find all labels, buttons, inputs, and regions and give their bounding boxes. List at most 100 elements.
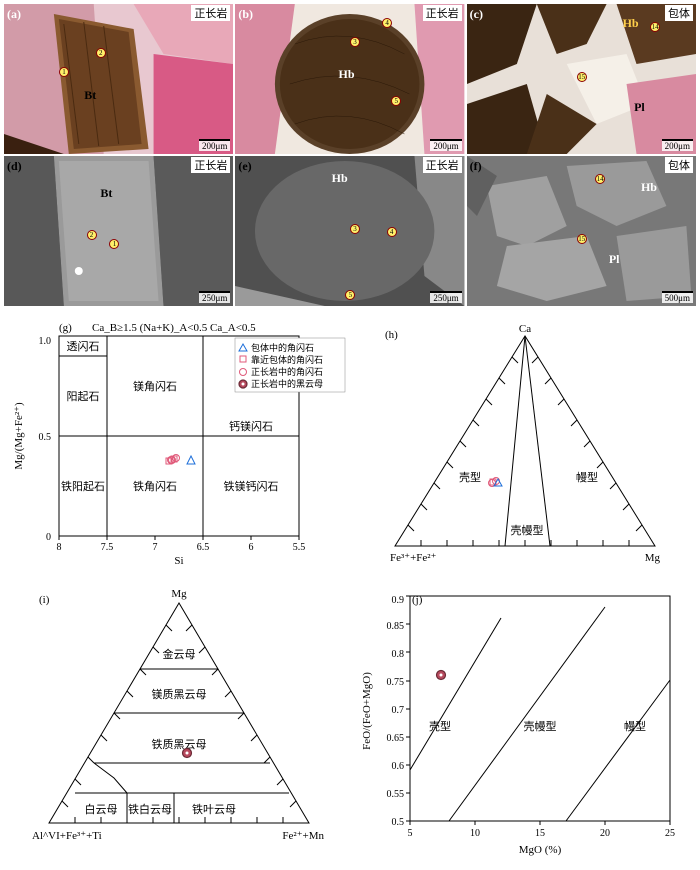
- panel-d-rock: 正长岩: [191, 157, 230, 173]
- panel-e-mineral: Hb: [332, 171, 348, 186]
- data-points: [166, 455, 195, 465]
- panel-f: (f) 包体 Hb Pl 14 15 500μm: [467, 156, 696, 306]
- data-point: [489, 478, 503, 487]
- scale-bar: 250μm: [430, 291, 461, 303]
- panel-e-label: (e): [238, 159, 251, 174]
- field-label: 铁叶云母: [192, 803, 236, 816]
- panel-f-rock: 包体: [665, 157, 693, 173]
- apex-right: Mg: [645, 552, 661, 564]
- panel-h-label: (h): [385, 329, 398, 341]
- svg-text:正长岩中的黑云母: 正长岩中的黑云母: [251, 378, 323, 389]
- field-label: 铁镁钙闪石: [224, 479, 279, 493]
- panel-a-mineral: Bt: [84, 88, 96, 103]
- svg-text:5.5: 5.5: [293, 542, 306, 553]
- panel-h: (h) 壳型 壳幔型 幔型: [350, 316, 696, 581]
- apex-top: Mg: [171, 588, 187, 600]
- svg-text:20: 20: [600, 828, 610, 839]
- panel-b-rock: 正长岩: [423, 5, 462, 21]
- svg-text:0.9: 0.9: [392, 595, 405, 606]
- apex-top: Ca: [519, 323, 531, 335]
- field-label: 钙镁闪石: [229, 419, 273, 433]
- panel-b: (b) 正长岩 Hb 3 4 5 200μm: [235, 4, 464, 154]
- svg-text:正长岩中的角闪石: 正长岩中的角闪石: [251, 366, 323, 377]
- field-label: 幔型: [624, 719, 646, 733]
- tri-ticks: [408, 357, 642, 546]
- panel-d-label: (d): [7, 159, 22, 174]
- panel-c-label: (c): [470, 7, 483, 22]
- marker: 1: [109, 239, 119, 249]
- field-label: 镁质黑云母: [152, 687, 207, 701]
- svg-text:0.75: 0.75: [387, 677, 405, 688]
- mineral-label: Pl: [609, 252, 620, 267]
- panel-e: (e) 正长岩 Hb 3 4 5 250μm: [235, 156, 464, 306]
- photo-row-1: (a) 正长岩 Bt 1 2 200μm (b) 正长岩: [4, 4, 696, 154]
- panel-d: (d) 正长岩 Bt 1 2 250μm: [4, 156, 233, 306]
- marker: 15: [577, 234, 587, 244]
- svg-text:0.85: 0.85: [387, 621, 405, 632]
- panel-i: (i) 金云母 镁质黑云母 铁质黑云母: [4, 581, 350, 866]
- svg-text:7.5: 7.5: [101, 542, 114, 553]
- mineral-label: Hb: [641, 180, 657, 195]
- field-label: 壳型: [429, 719, 451, 733]
- svg-text:1.0: 1.0: [39, 336, 52, 347]
- svg-text:0.65: 0.65: [387, 733, 405, 744]
- svg-text:0.55: 0.55: [387, 789, 405, 800]
- panel-f-label: (f): [470, 159, 482, 174]
- field-label: 阳起石: [67, 390, 100, 403]
- field-label: 镁角闪石: [133, 379, 177, 393]
- svg-text:15: 15: [535, 828, 545, 839]
- field-label: 金云母: [163, 647, 196, 661]
- figure-container: (a) 正长岩 Bt 1 2 200μm (b) 正长岩: [0, 0, 700, 870]
- panel-c-rock: 包体: [665, 5, 693, 21]
- apex-right: Fe²⁺+Mn: [282, 830, 324, 842]
- panel-g-header: Ca_B≥1.5 (Na+K)_A<0.5 Ca_A<0.5: [92, 322, 256, 334]
- panel-c: (c) 包体 Hb Pl 14 15 200μm: [467, 4, 696, 154]
- apex-left: Fe³⁺+Fe²⁺: [390, 552, 437, 564]
- apex-left: Al^VI+Fe³⁺+Ti: [32, 830, 102, 842]
- svg-text:8: 8: [57, 542, 62, 553]
- field-label: 白云母: [85, 802, 118, 816]
- svg-text:5: 5: [408, 828, 413, 839]
- scale-bar: 250μm: [199, 291, 230, 303]
- marker: 1: [59, 67, 69, 77]
- panel-d-image: [4, 156, 233, 306]
- marker: 3: [350, 224, 360, 234]
- field-label: 铁角闪石: [133, 479, 177, 493]
- panel-j: (j) 壳型 壳幔型 幔型 5 10 15: [350, 581, 696, 866]
- photo-row-2: (d) 正长岩 Bt 1 2 250μm (e) 正长岩 Hb 3 4 5 25…: [4, 156, 696, 306]
- panel-f-image: [467, 156, 696, 306]
- field-label: 壳幔型: [511, 523, 544, 537]
- svg-text:10: 10: [470, 828, 480, 839]
- chart-i-svg: (i) 金云母 镁质黑云母 铁质黑云母: [4, 581, 349, 861]
- panel-a-label: (a): [7, 7, 21, 22]
- svg-text:0: 0: [46, 532, 51, 543]
- panel-b-mineral: Hb: [339, 67, 355, 82]
- panel-d-mineral: Bt: [100, 186, 112, 201]
- marker: 2: [87, 230, 97, 240]
- svg-text:0.5: 0.5: [392, 817, 405, 828]
- field-label: 铁质黑云母: [152, 738, 207, 751]
- scale-bar: 200μm: [662, 139, 693, 151]
- panel-e-rock: 正长岩: [423, 157, 462, 173]
- svg-text:0.8: 0.8: [392, 649, 405, 660]
- chart-j-svg: (j) 壳型 壳幔型 幔型 5 10 15: [350, 581, 695, 861]
- x-axis-label: MgO (%): [519, 844, 562, 856]
- scale-bar: 200μm: [430, 139, 461, 151]
- field-label: 透闪石: [67, 339, 100, 353]
- y-axis-label: Mg/(Mg+Fe²⁺): [13, 402, 25, 470]
- marker: 14: [595, 174, 605, 184]
- mineral-label: Pl: [634, 100, 645, 115]
- chart-row-2: (i) 金云母 镁质黑云母 铁质黑云母: [4, 581, 696, 866]
- scale-bar: 200μm: [199, 139, 230, 151]
- marker: 5: [391, 96, 401, 106]
- panel-g-label: (g): [59, 322, 72, 334]
- panel-b-label: (b): [238, 7, 253, 22]
- field-label: 壳型: [459, 470, 481, 484]
- svg-text:靠近包体的角闪石: 靠近包体的角闪石: [251, 354, 323, 365]
- field-label: 铁白云母: [128, 802, 172, 816]
- marker: 14: [650, 22, 660, 32]
- chart-h-svg: (h) 壳型 壳幔型 幔型: [350, 316, 695, 576]
- svg-text:0.5: 0.5: [39, 432, 52, 443]
- svg-text:6: 6: [249, 542, 254, 553]
- field-label: 幔型: [576, 470, 598, 484]
